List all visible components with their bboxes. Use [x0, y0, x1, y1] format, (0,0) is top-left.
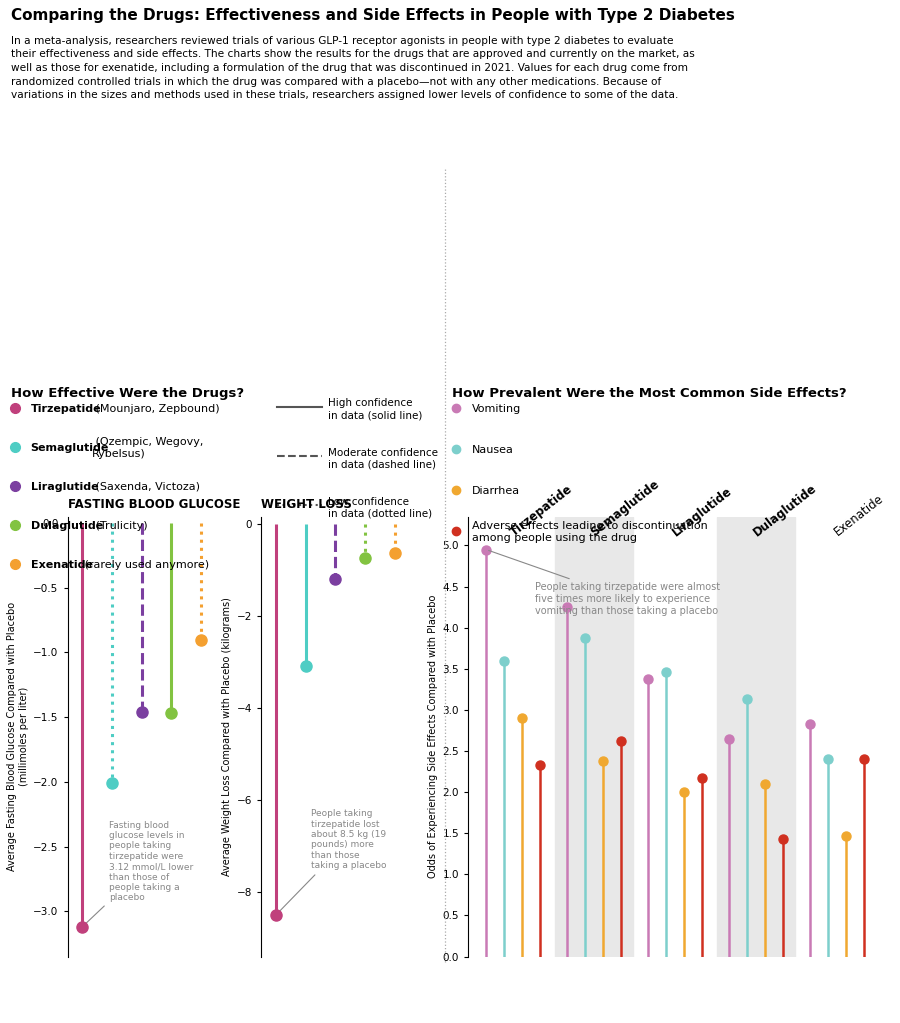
Y-axis label: Average Fasting Blood Glucose Compared with Placebo
(millimoles per liter): Average Fasting Blood Glucose Compared w… — [7, 602, 29, 872]
Bar — [717, 517, 795, 957]
Text: Fasting blood
glucose levels in
people taking
tirzepatide were
3.12 mmol/L lower: Fasting blood glucose levels in people t… — [85, 820, 194, 925]
Text: Tirzepatide: Tirzepatide — [31, 404, 101, 414]
Text: Comparing the Drugs: Effectiveness and Side Effects in People with Type 2 Diabet: Comparing the Drugs: Effectiveness and S… — [11, 8, 734, 24]
Text: (Mounjaro, Zepbound): (Mounjaro, Zepbound) — [92, 404, 220, 414]
Text: Liraglutide: Liraglutide — [31, 482, 98, 492]
Text: How Effective Were the Drugs?: How Effective Were the Drugs? — [11, 387, 244, 400]
Text: (Ozempic, Wegovy,
Rybelsus): (Ozempic, Wegovy, Rybelsus) — [92, 437, 203, 459]
Text: In a meta-analysis, researchers reviewed trials of various GLP-1 receptor agonis: In a meta-analysis, researchers reviewed… — [11, 36, 695, 100]
Text: Dulaglutide: Dulaglutide — [751, 482, 819, 539]
Text: Dulaglutide: Dulaglutide — [31, 521, 103, 531]
Text: (Saxenda, Victoza): (Saxenda, Victoza) — [92, 482, 200, 492]
Text: FASTING BLOOD GLUCOSE: FASTING BLOOD GLUCOSE — [68, 498, 240, 512]
Text: (Trulicity): (Trulicity) — [92, 521, 148, 531]
Text: Exenatide: Exenatide — [832, 492, 886, 539]
Text: Diarrhea: Diarrhea — [472, 486, 519, 496]
Text: Semaglutide: Semaglutide — [31, 443, 109, 453]
Text: Low confidence
in data (dotted line): Low confidence in data (dotted line) — [328, 496, 433, 519]
Text: How Prevalent Were the Most Common Side Effects?: How Prevalent Were the Most Common Side … — [452, 387, 846, 400]
Text: WEIGHT LOSS: WEIGHT LOSS — [261, 498, 352, 512]
Y-axis label: Average Weight Loss Compared with Placebo (kilograms): Average Weight Loss Compared with Placeb… — [222, 597, 232, 876]
Bar — [555, 517, 633, 957]
Text: Vomiting: Vomiting — [472, 404, 521, 414]
Text: People taking
tirzepatide lost
about 8.5 kg (19
pounds) more
than those
taking a: People taking tirzepatide lost about 8.5… — [278, 809, 387, 914]
Y-axis label: Odds of Experiencing Side Effects Compared with Placebo: Odds of Experiencing Side Effects Compar… — [428, 594, 438, 879]
Text: Moderate confidence
in data (dashed line): Moderate confidence in data (dashed line… — [328, 447, 438, 470]
Text: High confidence
in data (solid line): High confidence in data (solid line) — [328, 398, 423, 420]
Text: Nausea: Nausea — [472, 445, 514, 455]
Text: (rarely used anymore): (rarely used anymore) — [81, 560, 209, 570]
Text: Exenatide: Exenatide — [31, 560, 93, 570]
Text: Adverse effects leading to discontinuation
among people using the drug: Adverse effects leading to discontinuati… — [472, 521, 707, 543]
Text: Liraglutide: Liraglutide — [670, 484, 734, 539]
Text: People taking tirzepatide were almost
five times more likely to experience
vomit: People taking tirzepatide were almost fi… — [489, 550, 720, 616]
Text: Semaglutide: Semaglutide — [589, 478, 662, 539]
Text: Tirzepatide: Tirzepatide — [508, 482, 575, 539]
